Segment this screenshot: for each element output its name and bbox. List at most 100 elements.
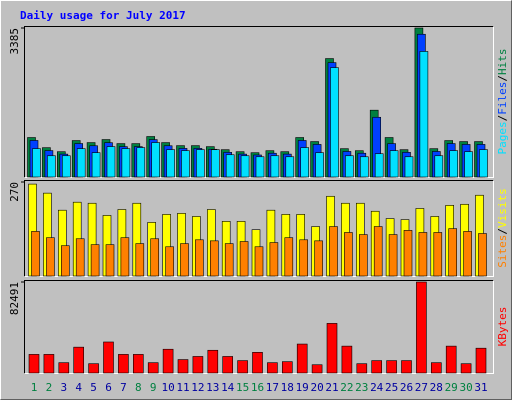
bar [237, 360, 248, 374]
bar [296, 343, 308, 374]
bar [31, 231, 40, 277]
legend-entry: Sites [496, 235, 509, 268]
legend-entry: Visits [496, 188, 509, 228]
bar [192, 356, 204, 374]
bar [401, 360, 412, 374]
x-tick-label: 6 [105, 381, 112, 394]
bar [341, 345, 353, 374]
bar [88, 363, 99, 374]
x-tick-label: 31 [474, 381, 487, 394]
bar [270, 155, 280, 178]
bar [464, 151, 473, 178]
x-tick-label: 23 [355, 381, 368, 394]
legend-entry: Pages [496, 121, 509, 154]
legend-entry: KBytes [496, 307, 509, 347]
plot-border [24, 180, 494, 277]
x-tick-label: 8 [135, 381, 142, 394]
x-tick-label: 17 [266, 381, 279, 394]
bar [181, 150, 190, 178]
chart-title: Daily usage for July 2017 [20, 9, 186, 22]
bar [300, 147, 310, 178]
bar [371, 360, 383, 374]
bar [254, 246, 264, 277]
bar [224, 243, 234, 277]
legend-separator: / [496, 75, 509, 82]
y-tick-label: 270 [8, 182, 21, 202]
plot-border [24, 280, 494, 374]
x-tick-label: 22 [340, 381, 353, 394]
bar [419, 51, 429, 178]
bar [105, 244, 115, 277]
bar [329, 226, 338, 277]
bar [73, 346, 84, 374]
x-tick-label: 14 [221, 381, 235, 394]
bar [356, 363, 368, 374]
legend-entry: Files [496, 82, 509, 115]
x-tick-label: 5 [90, 381, 97, 394]
x-tick-label: 1 [31, 381, 38, 394]
bar [162, 348, 174, 374]
bar [358, 234, 368, 277]
bar [285, 156, 295, 178]
bar [90, 244, 100, 277]
x-tick-label: 12 [191, 381, 204, 394]
x-tick-label: 24 [370, 381, 384, 394]
bar [388, 234, 398, 277]
x-tick-label: 2 [46, 381, 53, 394]
bar [103, 341, 114, 374]
bar [120, 237, 130, 277]
bar [46, 237, 55, 277]
bar [240, 155, 250, 178]
bar [207, 349, 219, 374]
legend-separator: / [496, 115, 509, 122]
bar [389, 150, 399, 178]
bar [121, 148, 131, 178]
bar [60, 245, 70, 277]
bar [150, 238, 159, 277]
bar [269, 242, 279, 277]
plot-border [24, 26, 494, 178]
x-tick-label: 25 [385, 381, 398, 394]
bar [434, 155, 444, 178]
bar [373, 226, 383, 277]
x-tick-label: 11 [176, 381, 189, 394]
bar [135, 243, 145, 277]
bar [314, 240, 323, 277]
bar [118, 354, 129, 374]
bar [281, 361, 293, 374]
bar [211, 149, 220, 178]
bar [475, 347, 487, 374]
bar [345, 155, 354, 178]
x-tick-label: 4 [75, 381, 82, 394]
x-tick-label: 29 [445, 381, 458, 394]
x-tick-label: 15 [236, 381, 249, 394]
legend: KBytes [496, 307, 509, 347]
bar [76, 148, 86, 178]
plot-border [24, 26, 494, 178]
x-tick-label: 28 [430, 381, 443, 394]
x-tick-label: 10 [161, 381, 174, 394]
bar [195, 239, 204, 277]
bar [210, 240, 219, 277]
bar [418, 232, 428, 277]
legend-separator: / [496, 228, 509, 235]
x-tick-label: 18 [281, 381, 294, 394]
bar [463, 231, 472, 277]
bar [344, 232, 353, 277]
legend: Sites/Visits [496, 188, 509, 268]
bar [478, 233, 487, 277]
x-tick-label: 19 [296, 381, 309, 394]
legend: Pages/Files/Hits [496, 49, 509, 155]
bar [449, 150, 459, 178]
bar [374, 153, 384, 178]
bar [239, 241, 249, 277]
bar [267, 362, 278, 374]
x-tick-label: 27 [415, 381, 428, 394]
bar [91, 152, 101, 178]
x-tick-label: 21 [325, 381, 338, 394]
bar [326, 323, 338, 374]
bar [252, 352, 263, 374]
x-tick-label: 26 [400, 381, 413, 394]
bar [460, 363, 472, 374]
